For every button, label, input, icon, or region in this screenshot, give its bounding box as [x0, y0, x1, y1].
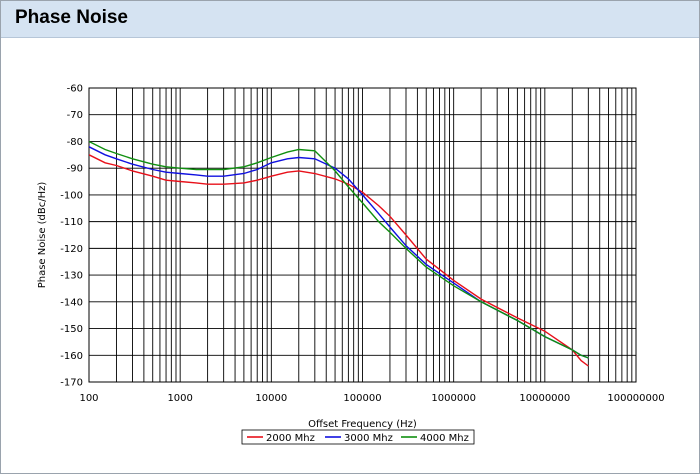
x-tick-label: 100	[79, 393, 98, 404]
legend-label-2: 3000 Mhz	[344, 433, 393, 444]
y-axis-title: Phase Noise (dBc/Hz)	[37, 182, 48, 289]
y-tick-label: -160	[60, 351, 83, 362]
y-tick-label: -110	[60, 217, 83, 228]
x-tick-label: 10000	[255, 393, 287, 404]
y-tick-label: -170	[60, 378, 83, 389]
x-tick-label: 100000	[343, 393, 381, 404]
x-tick-label: 1000000	[431, 393, 476, 404]
y-tick-label: -140	[60, 297, 83, 308]
plot-border	[88, 87, 637, 383]
legend-label-1: 2000 Mhz	[266, 433, 315, 444]
y-tick-label: -60	[67, 84, 83, 95]
legend-label-3: 4000 Mhz	[420, 433, 469, 444]
y-tick-label: -120	[60, 244, 83, 255]
legend-box	[241, 429, 475, 445]
x-tick-label: 100000000	[607, 393, 664, 404]
y-tick-label: -130	[60, 271, 83, 282]
y-tick-label: -100	[60, 190, 83, 201]
panel-title: Phase Noise	[15, 7, 128, 28]
series-line-1	[89, 154, 589, 367]
x-tick-label: 10000000	[519, 393, 570, 404]
y-tick-label: -90	[67, 164, 83, 175]
y-tick-label: -80	[67, 137, 83, 148]
series-line-3	[89, 140, 589, 359]
x-tick-label: 1000	[167, 393, 192, 404]
y-tick-label: -70	[67, 110, 83, 121]
x-axis-title: Offset Frequency (Hz)	[308, 419, 417, 430]
y-tick-label: -150	[60, 324, 83, 335]
panel-title-bar: Phase Noise	[1, 1, 699, 38]
